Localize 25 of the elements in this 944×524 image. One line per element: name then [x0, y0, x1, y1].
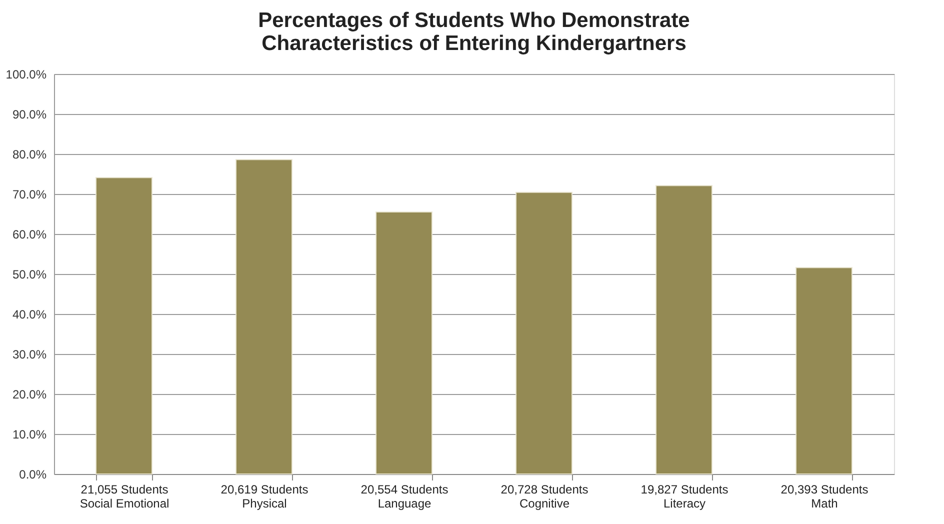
x-tick-label: 20,619 Students Physical — [220, 482, 308, 510]
y-tick-label: 60.0% — [12, 228, 47, 242]
text: Percentages of Students Who Demonstrate — [258, 9, 690, 32]
bar — [796, 267, 852, 474]
text: Characteristics of Entering Kindergartners — [262, 32, 686, 55]
y-tick-label: 0.0% — [19, 468, 47, 482]
x-tick-label: 20,554 Students Language — [360, 482, 448, 510]
bar — [236, 159, 292, 474]
bar — [96, 177, 152, 474]
x-tick-label: 20,393 Students Math — [780, 482, 868, 510]
bar — [516, 192, 572, 474]
x-tick-label: 21,055 Students Social Emotional — [80, 482, 170, 510]
x-tick-label: 19,827 Students Literacy — [640, 482, 728, 510]
x-tick-label: 20,728 Students Cognitive — [500, 482, 588, 510]
y-tick-label: 100.0% — [6, 68, 47, 82]
bar — [376, 212, 432, 474]
y-tick-label: 80.0% — [12, 148, 47, 162]
y-tick-label: 40.0% — [12, 308, 47, 322]
bar — [656, 185, 712, 474]
y-tick-label: 20.0% — [12, 388, 47, 402]
y-tick-label: 50.0% — [12, 268, 47, 282]
y-tick-label: 90.0% — [12, 108, 47, 122]
y-tick-label: 70.0% — [12, 188, 47, 202]
y-tick-label: 10.0% — [12, 428, 47, 442]
y-tick-label: 30.0% — [12, 348, 47, 362]
